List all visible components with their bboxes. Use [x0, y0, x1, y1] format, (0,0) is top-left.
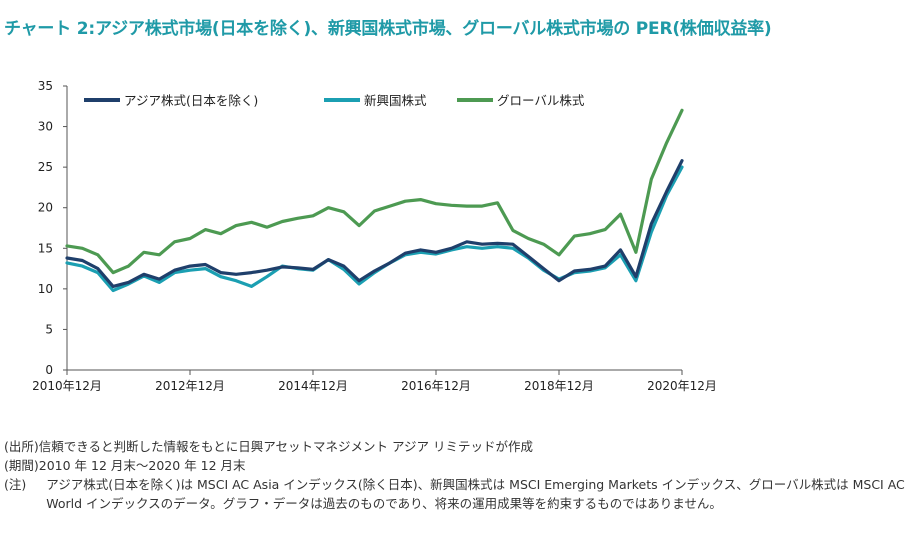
note-source: (出所) 信頼できると判断した情報をもとに日興アセットマネジメント アジア リミ…	[4, 437, 919, 456]
x-tick-label: 2010年12月	[32, 379, 102, 393]
y-tick-label: 15	[38, 241, 53, 255]
note-remarks: (注) アジア株式(日本を除く)は MSCI AC Asia インデックス(除く…	[4, 475, 919, 513]
note-remarks-text: アジア株式(日本を除く)は MSCI AC Asia インデックス(除く日本)、…	[46, 477, 905, 511]
x-tick-label: 2014年12月	[278, 379, 348, 393]
note-period-text: 2010 年 12 月末〜2020 年 12 月末	[38, 458, 246, 473]
x-tick-label: 2016年12月	[401, 379, 471, 393]
y-axis: 0 5 10 15 20 25 30 35	[38, 79, 68, 377]
series-line-0	[65, 159, 684, 288]
y-tick-label: 30	[38, 120, 53, 134]
y-tick-label: 20	[38, 201, 53, 215]
y-tick-label: 0	[45, 363, 53, 377]
x-tick-label: 2012年12月	[155, 379, 225, 393]
note-source-label: (出所)	[4, 439, 39, 454]
y-tick-label: 10	[38, 282, 53, 296]
x-tick-label: 2018年12月	[524, 379, 594, 393]
legend-label-2: グローバル株式	[497, 93, 585, 108]
series-line-2	[65, 108, 684, 275]
x-tick-label: 2020年12月	[647, 379, 717, 393]
note-period-label: (期間)	[4, 458, 39, 473]
y-tick-label: 5	[45, 322, 53, 336]
footnotes: (出所) 信頼できると判断した情報をもとに日興アセットマネジメント アジア リミ…	[4, 437, 919, 513]
legend: アジア株式(日本を除く) 新興国株式 グローバル株式	[84, 93, 585, 108]
legend-label-0: アジア株式(日本を除く)	[124, 93, 258, 108]
legend-label-1: 新興国株式	[364, 93, 427, 108]
note-period: (期間) 2010 年 12 月末〜2020 年 12 月末	[4, 456, 919, 475]
chart-title: チャート 2:アジア株式市場(日本を除く)、新興国株式市場、グローバル株式市場の…	[4, 19, 772, 39]
series-lines	[65, 108, 684, 293]
y-tick-label: 25	[38, 160, 53, 174]
y-tick-label: 35	[38, 79, 53, 93]
x-axis: 2010年12月 2012年12月 2014年12月 2016年12月 2018年12月…	[32, 369, 717, 393]
note-remarks-label: (注)	[4, 477, 27, 492]
note-source-text: 信頼できると判断した情報をもとに日興アセットマネジメント アジア リミテッドが作…	[38, 439, 533, 454]
